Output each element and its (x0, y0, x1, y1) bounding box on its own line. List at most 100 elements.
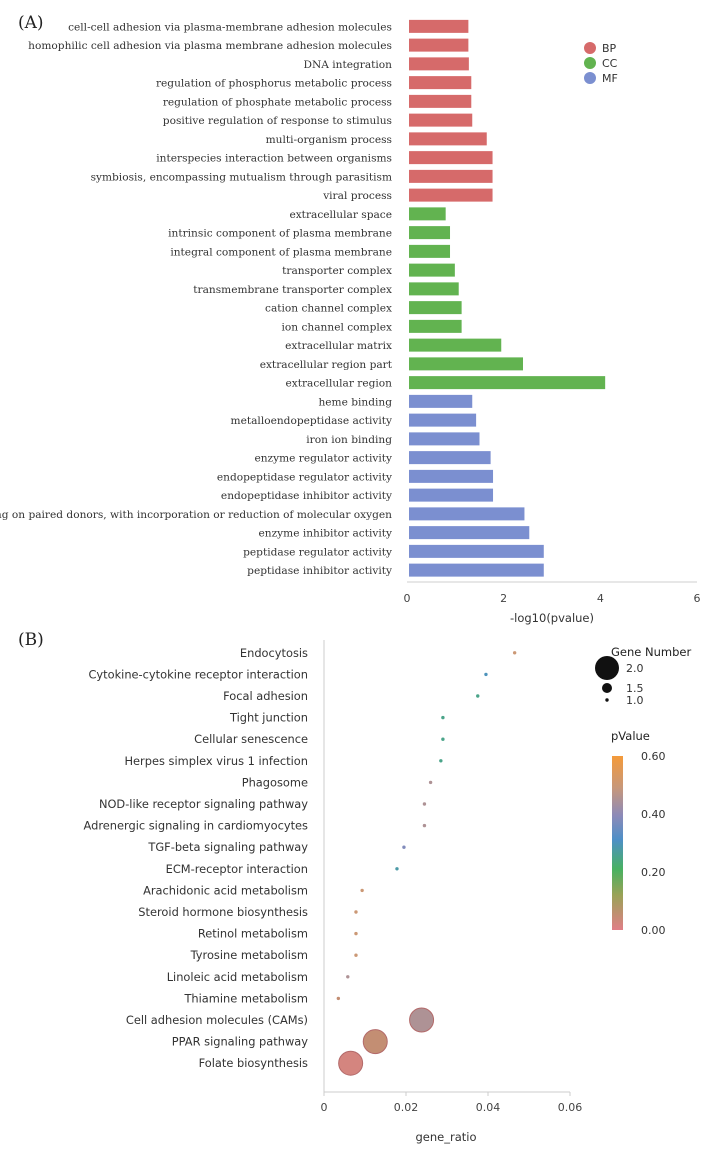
category-label: enzyme inhibitor activity (258, 528, 392, 540)
pathway-label: Endocytosis (240, 646, 308, 660)
bar-5 (409, 113, 473, 127)
panel-b-x-ticks: 0 0.02 0.04 0.06 (321, 1092, 583, 1114)
bar-8 (409, 169, 493, 183)
bar-28 (409, 544, 544, 558)
bar-11 (409, 226, 451, 240)
category-label: extracellular region part (260, 359, 393, 371)
point-17 (409, 1007, 435, 1033)
pathway-label: Cellular senescence (194, 732, 308, 746)
bar-16 (409, 319, 462, 333)
size-legend-swatch (602, 683, 612, 693)
point-7 (422, 802, 427, 806)
panel-b-points (336, 651, 517, 1076)
pathway-label: Herpes simplex virus 1 infection (124, 754, 308, 768)
x-tick-label: 6 (694, 592, 701, 605)
point-1 (484, 672, 488, 677)
category-label: integral component of plasma membrane (170, 246, 392, 258)
category-label: peptidase inhibitor activity (247, 565, 392, 577)
category-label: symbiosis, encompassing mutualism throug… (91, 171, 392, 183)
legend-label: BP (602, 42, 617, 55)
point-8 (422, 823, 427, 828)
category-label: extracellular region (285, 378, 392, 390)
bar-19 (409, 376, 606, 390)
x-tick-label: 0.02 (394, 1101, 419, 1114)
bar-26 (409, 507, 525, 521)
color-legend-tick-label: 0.40 (641, 808, 666, 821)
color-legend-tick-label: 0.20 (641, 866, 666, 879)
legend-swatch-bp (584, 42, 596, 54)
bar-13 (409, 263, 455, 277)
category-label: endopeptidase regulator activity (217, 471, 392, 483)
point-19 (338, 1050, 364, 1076)
bar-10 (409, 207, 446, 221)
bar-17 (409, 338, 502, 352)
bar-29 (409, 563, 544, 577)
panel-a-category-labels: cell-cell adhesion via plasma-membrane a… (0, 21, 393, 577)
category-label: extracellular matrix (285, 340, 392, 352)
legend-label: MF (602, 72, 618, 85)
pathway-label: Phagosome (242, 775, 308, 789)
pathway-label: Focal adhesion (223, 689, 308, 703)
category-label: viral process (322, 190, 392, 202)
color-legend-bar (612, 756, 623, 930)
bar-12 (409, 244, 451, 258)
panel-a-bars (409, 19, 606, 577)
category-label: ion channel complex (282, 321, 392, 333)
pathway-label: PPAR signaling pathway (172, 1035, 308, 1049)
panel-b-x-axis-title: gene_ratio (415, 1130, 476, 1144)
bar-2 (409, 57, 469, 71)
category-label: multi-organism process (266, 134, 392, 146)
bar-21 (409, 413, 477, 427)
size-legend-title: Gene Number (611, 645, 691, 659)
legend-swatch-mf (584, 72, 596, 84)
bar-1 (409, 38, 469, 52)
size-legend-label: 1.0 (626, 694, 644, 707)
point-3 (441, 715, 445, 720)
panel-b-label: (B) (18, 630, 44, 650)
size-legend-label: 2.0 (626, 662, 644, 675)
category-label: extracellular space (289, 209, 392, 221)
pathway-label: Cytokine-cytokine receptor interaction (88, 667, 308, 681)
category-label: interspecies interaction between organis… (156, 153, 392, 165)
point-9 (402, 845, 406, 849)
bar-25 (409, 488, 494, 502)
pathway-label: Arachidonic acid metabolism (143, 883, 308, 897)
pathway-label: ECM-receptor interaction (166, 862, 308, 876)
pathway-label: Linoleic acid metabolism (167, 970, 308, 984)
bar-15 (409, 301, 462, 315)
x-tick-label: 4 (597, 592, 604, 605)
pathway-label: Adrenergic signaling in cardiomyocytes (84, 819, 309, 833)
point-18 (362, 1029, 388, 1055)
category-label: cation channel complex (265, 303, 392, 315)
pathway-label: Tight junction (229, 711, 308, 725)
bar-0 (409, 19, 469, 33)
point-2 (476, 694, 480, 698)
bar-6 (409, 132, 487, 146)
category-label: intrinsic component of plasma membrane (168, 228, 392, 240)
bar-24 (409, 469, 494, 483)
category-label: endopeptidase inhibitor activity (221, 490, 392, 502)
category-label: peptidase regulator activity (243, 546, 392, 558)
pathway-label: Tyrosine metabolism (190, 948, 308, 962)
category-label: positive regulation of response to stimu… (163, 115, 392, 127)
category-label: regulation of phosphate metabolic proces… (163, 96, 392, 108)
size-legend-swatch (605, 698, 609, 702)
category-label: acting on paired donors, with incorporat… (0, 509, 392, 521)
bar-22 (409, 432, 480, 446)
x-tick-label: 0.06 (558, 1101, 583, 1114)
panel-b-category-labels: Endocytosis Cytokine-cytokine receptor in… (84, 646, 309, 1070)
category-label: iron ion binding (306, 434, 392, 446)
point-13 (354, 931, 358, 936)
point-10 (395, 867, 399, 871)
bar-14 (409, 282, 459, 296)
bar-27 (409, 526, 530, 540)
category-label: transporter complex (282, 265, 392, 277)
panel-b-frame (323, 640, 570, 1093)
x-tick-label: 0.04 (476, 1101, 501, 1114)
pathway-label: Retinol metabolism (198, 927, 308, 941)
bar-7 (409, 151, 493, 165)
bar-20 (409, 394, 473, 408)
category-label: heme binding (318, 396, 392, 408)
bar-4 (409, 94, 472, 108)
